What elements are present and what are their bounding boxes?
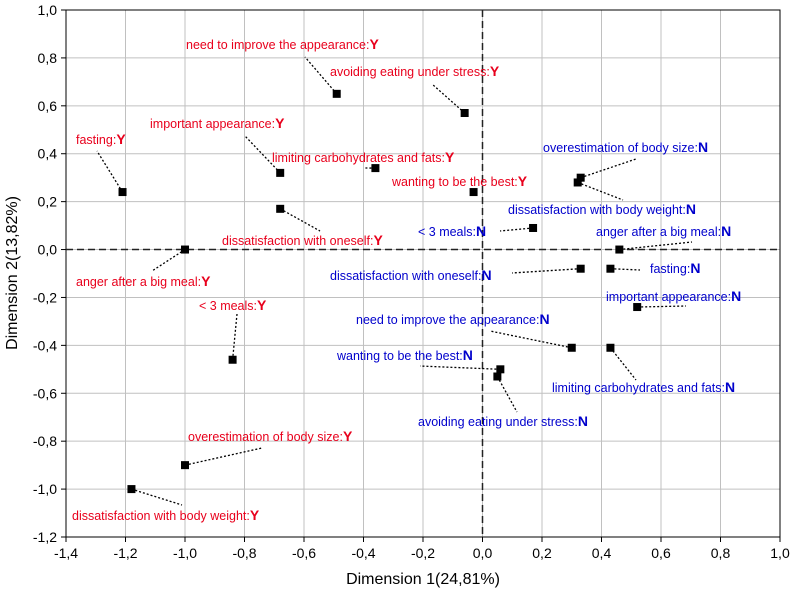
data-markers (118, 89, 642, 494)
x-tick-label: -0,8 (232, 545, 256, 561)
leader-line (496, 376, 518, 413)
data-point-marker (606, 264, 615, 273)
y-tick-label: -0,6 (33, 385, 57, 401)
leader-line (131, 488, 183, 506)
data-point-label: dissatisfaction with oneself:N (330, 267, 492, 283)
data-point-label: overestimation of body size:N (543, 139, 708, 155)
data-point-marker (606, 343, 615, 352)
data-point-marker (127, 485, 136, 494)
point-labels: need to improve the appearance:Y avoiding… (72, 36, 741, 523)
data-point-marker (615, 245, 624, 254)
y-tick-label: -1,0 (33, 481, 57, 497)
data-point-marker (332, 89, 341, 98)
data-point-label: limiting carbohydrates and fats:N (552, 379, 735, 395)
data-point-label: need to improve the appearance:Y (186, 36, 379, 52)
leader-line (279, 208, 321, 232)
data-point-label: anger after a big meal:Y (76, 273, 211, 289)
y-tick-label: 0,0 (38, 242, 58, 258)
data-point-label: avoiding eating under stress:N (418, 413, 588, 429)
data-point-marker (469, 188, 478, 197)
data-point-marker (493, 372, 502, 381)
leader-line (244, 135, 281, 174)
data-point-marker (496, 365, 505, 374)
x-tick-label: 0,0 (473, 545, 493, 561)
leader-line (184, 447, 263, 466)
data-point-marker (633, 303, 642, 312)
data-point-label: dissatisfaction with oneself:Y (222, 232, 383, 248)
leader-line (151, 249, 186, 272)
x-tick-label: 0,8 (711, 545, 731, 561)
data-point-marker (573, 178, 582, 187)
data-point-marker (228, 355, 237, 364)
data-point-marker (276, 168, 285, 177)
leader-line (511, 268, 581, 274)
data-point-marker (118, 188, 127, 197)
data-point-label: dissatisfaction with body weight:Y (72, 507, 260, 523)
x-tick-label: 0,2 (532, 545, 552, 561)
data-point-label: avoiding eating under stress:Y (330, 63, 500, 79)
leader-line (419, 365, 501, 370)
y-tick-label: -1,2 (33, 529, 57, 545)
data-point-label: limiting carbohydrates and fats:Y (272, 149, 455, 165)
y-tick-label: -0,2 (33, 289, 57, 305)
data-point-marker (276, 204, 285, 213)
reference-lines (66, 10, 780, 537)
leader-line (580, 158, 637, 179)
y-tick-label: 1,0 (38, 2, 58, 18)
data-point-marker (371, 164, 380, 173)
leader-line (637, 305, 687, 308)
y-tick-label: 0,6 (38, 98, 58, 114)
data-point-marker (181, 245, 189, 254)
leader-line (96, 150, 124, 193)
data-point-marker (576, 264, 585, 273)
data-point-label: < 3 meals:N (418, 223, 486, 239)
data-point-label: overestimation of body size:Y (188, 428, 353, 444)
x-tick-label: -0,4 (351, 545, 375, 561)
y-axis-title: Dimension 2(13,82%) (4, 196, 21, 350)
x-tick-label: -0,6 (292, 545, 316, 561)
x-tick-label: 0,6 (651, 545, 671, 561)
data-point-label: < 3 meals:Y (199, 297, 267, 313)
x-tick-label: 0,4 (592, 545, 612, 561)
data-point-label: wanting to be the best:N (336, 347, 473, 363)
leader-line (609, 347, 637, 381)
y-tick-label: 0,4 (38, 146, 58, 162)
x-axis-ticks: -1,4 -1,2 -1,0 -0,8 -0,6 -0,4 -0,2 0,0 0,2 0,4 0,6… (54, 537, 790, 561)
leader-line (231, 313, 238, 360)
data-point-label: fasting:N (650, 260, 700, 276)
leader-line (577, 181, 624, 201)
leader-line (610, 268, 641, 271)
data-point-marker (460, 109, 469, 118)
y-tick-label: -0,8 (33, 433, 57, 449)
data-point-marker (181, 461, 189, 470)
y-tick-label: -0,4 (33, 337, 57, 353)
y-tick-label: 0,8 (38, 50, 58, 66)
leader-lines (96, 56, 693, 506)
x-axis-title: Dimension 1(24,81%) (346, 571, 500, 588)
leader-line (489, 330, 572, 349)
x-tick-label: -1,0 (173, 545, 197, 561)
data-point-label: important appearance:N (606, 288, 741, 304)
x-tick-label: -1,4 (54, 545, 78, 561)
y-tick-label: 0,2 (38, 194, 58, 210)
data-point-label: dissatisfaction with body weight:N (508, 201, 696, 217)
x-tick-label: 1,0 (770, 545, 790, 561)
data-point-marker (567, 343, 576, 352)
data-point-label: need to improve the appearance:N (356, 311, 550, 327)
data-point-label: anger after a big meal:N (596, 223, 731, 239)
x-tick-label: -1,2 (113, 545, 137, 561)
leader-line (499, 227, 534, 232)
data-point-label: important appearance:Y (150, 115, 285, 131)
y-axis-ticks: -1,2 -1,0 -0,8 -0,6 -0,4 -0,2 0,0 0,2 0,4 0,6 0,8 1… (33, 2, 66, 545)
data-point-marker (529, 223, 538, 232)
leader-line (619, 241, 693, 251)
leader-line (304, 56, 338, 95)
x-tick-label: -0,2 (411, 545, 435, 561)
data-point-label: fasting:Y (76, 131, 126, 147)
data-point-label: wanting to be the best:Y (391, 173, 528, 189)
leader-line (431, 83, 466, 114)
data-point-marker (576, 173, 585, 182)
